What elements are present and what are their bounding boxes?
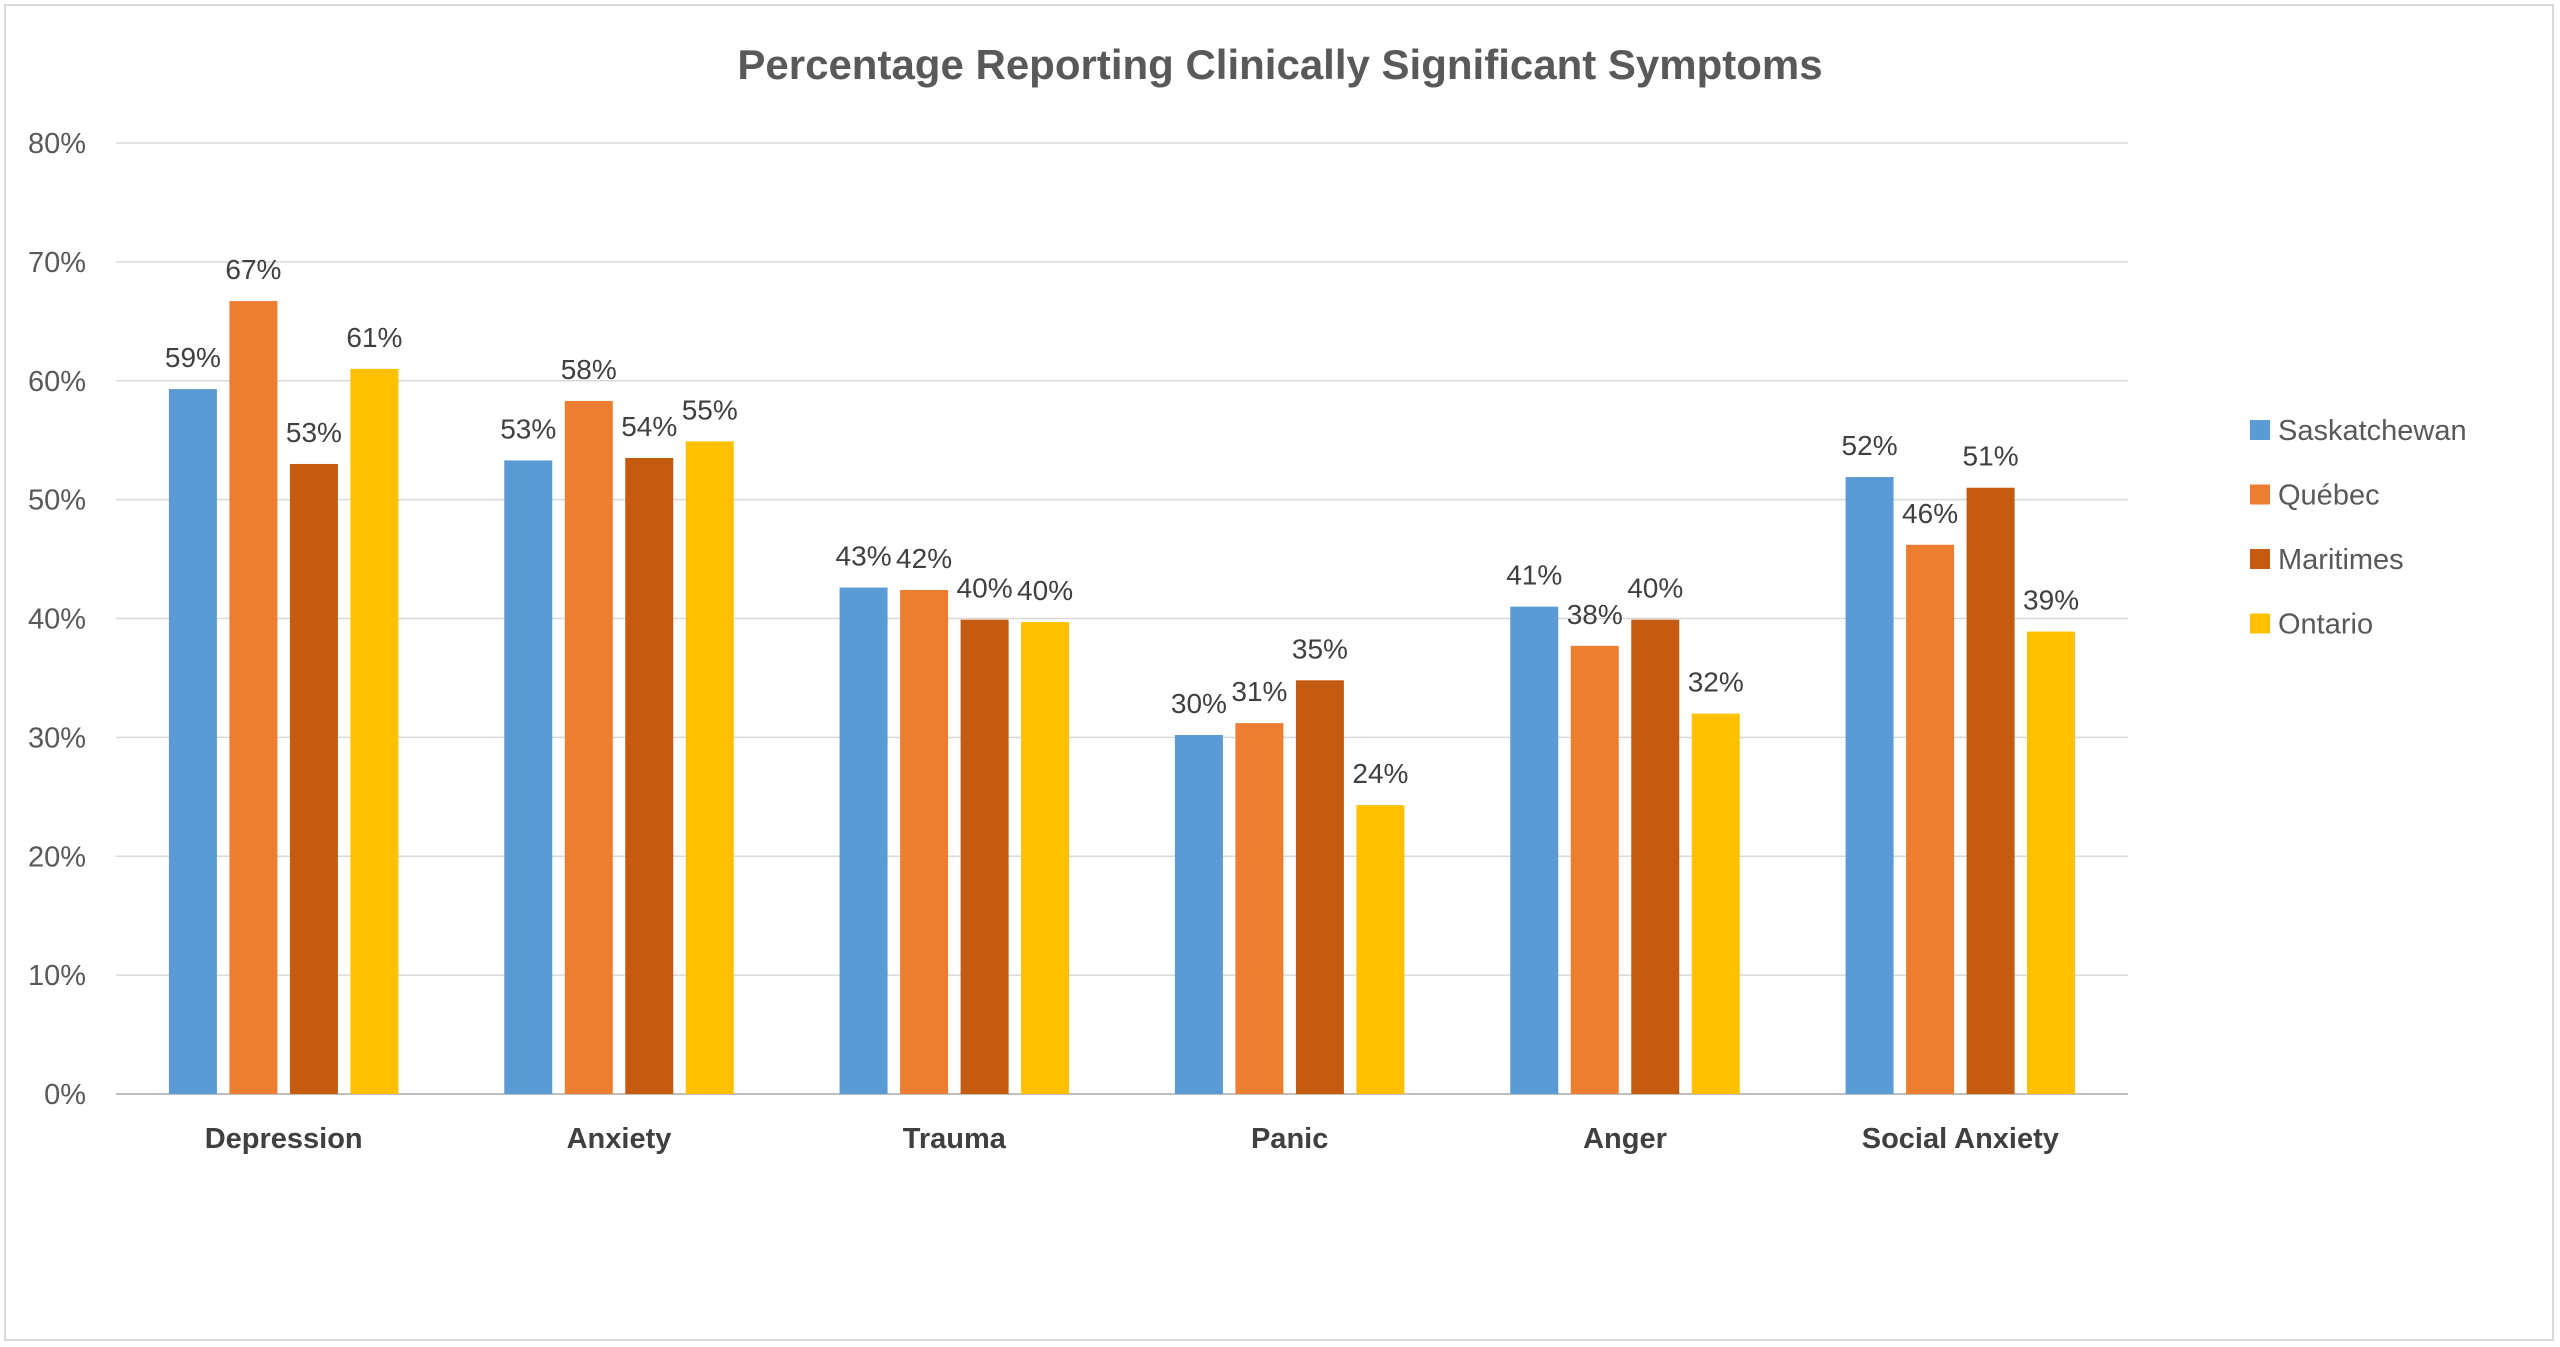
bar-qu-bec bbox=[1570, 645, 1619, 1094]
y-tick-label: 40% bbox=[28, 604, 86, 636]
bars bbox=[168, 301, 2076, 1095]
data-label: 24% bbox=[1352, 758, 1408, 789]
legend-label: Saskatchewan bbox=[2278, 415, 2467, 447]
legend-swatch bbox=[2250, 549, 2270, 569]
bar-maritimes bbox=[1295, 680, 1344, 1094]
y-tick-label: 70% bbox=[28, 247, 86, 279]
bar-ontario bbox=[350, 368, 399, 1094]
y-axis-tick-labels: 0% 10% 20% 30% 40% 50% 60% 70% 80% bbox=[28, 128, 86, 1111]
legend-label: Québec bbox=[2278, 480, 2380, 512]
data-label: 32% bbox=[1688, 667, 1744, 698]
bar-ontario bbox=[2027, 631, 2076, 1094]
bar-saskatchewan bbox=[1174, 734, 1223, 1094]
x-category-label: Depression bbox=[205, 1123, 363, 1155]
data-label: 58% bbox=[561, 354, 617, 385]
x-category-label: Anxiety bbox=[567, 1123, 672, 1155]
bar-qu-bec bbox=[229, 301, 278, 1094]
bar-qu-bec bbox=[1906, 544, 1955, 1094]
data-label: 46% bbox=[1902, 498, 1958, 529]
bar-maritimes bbox=[1966, 487, 2015, 1094]
x-category-label: Anger bbox=[1583, 1123, 1667, 1155]
data-label: 53% bbox=[500, 413, 556, 444]
x-category-label: Panic bbox=[1251, 1123, 1328, 1155]
bar-saskatchewan bbox=[1510, 606, 1559, 1094]
data-label: 38% bbox=[1567, 599, 1623, 630]
legend-swatch bbox=[2250, 420, 2270, 440]
bar-maritimes bbox=[289, 463, 338, 1094]
data-label: 30% bbox=[1171, 688, 1227, 719]
chart-frame bbox=[4, 4, 2554, 1341]
data-label: 55% bbox=[682, 394, 738, 425]
data-label: 52% bbox=[1842, 430, 1898, 461]
x-category-label: Trauma bbox=[903, 1123, 1007, 1155]
data-label: 40% bbox=[957, 573, 1013, 604]
bar-qu-bec bbox=[564, 400, 613, 1094]
legend-label: Ontario bbox=[2278, 609, 2373, 641]
y-tick-label: 0% bbox=[44, 1079, 86, 1111]
y-tick-label: 30% bbox=[28, 722, 86, 754]
data-label: 67% bbox=[225, 254, 281, 285]
bar-maritimes bbox=[1631, 619, 1680, 1094]
legend-swatch bbox=[2250, 484, 2270, 505]
y-tick-label: 80% bbox=[28, 128, 86, 160]
legend-label: Maritimes bbox=[2278, 544, 2404, 576]
bar-saskatchewan bbox=[839, 587, 888, 1094]
data-label: 51% bbox=[1963, 441, 2019, 472]
bar-ontario bbox=[1691, 713, 1740, 1094]
gridlines bbox=[116, 142, 2128, 1095]
bar-saskatchewan bbox=[1845, 477, 1894, 1094]
legend-swatch bbox=[2250, 613, 2270, 634]
y-tick-label: 60% bbox=[28, 366, 86, 398]
data-label: 39% bbox=[2023, 585, 2079, 616]
y-tick-label: 20% bbox=[28, 841, 86, 873]
bar-ontario bbox=[1356, 805, 1405, 1094]
data-label: 35% bbox=[1292, 633, 1348, 664]
data-label: 54% bbox=[621, 411, 677, 442]
y-tick-label: 10% bbox=[28, 960, 86, 992]
data-label: 59% bbox=[165, 342, 221, 373]
bar-maritimes bbox=[625, 458, 674, 1094]
data-label: 31% bbox=[1231, 676, 1287, 707]
data-label: 61% bbox=[346, 322, 402, 353]
bar-saskatchewan bbox=[168, 389, 217, 1094]
chart-title: Percentage Reporting Clinically Signific… bbox=[737, 41, 1822, 88]
data-label: 41% bbox=[1506, 560, 1562, 591]
data-label: 42% bbox=[896, 543, 952, 574]
bar-ontario bbox=[1021, 622, 1070, 1094]
data-label: 43% bbox=[836, 541, 892, 572]
bar-qu-bec bbox=[900, 589, 949, 1094]
bar-ontario bbox=[685, 441, 734, 1095]
data-labels: 59%67%53%61%53%58%54%55%43% 42%40% 40%30% 3… bbox=[165, 254, 2079, 789]
legend: Saskatchewan Québec Maritimes Ontario bbox=[2250, 415, 2467, 641]
y-tick-label: 50% bbox=[28, 485, 86, 517]
bar-saskatchewan bbox=[504, 460, 553, 1094]
x-axis-category-labels: Depression Anxiety Trauma Panic Anger Social … bbox=[205, 1123, 2059, 1155]
bar-qu-bec bbox=[1235, 723, 1284, 1094]
data-label: 40% bbox=[1017, 575, 1073, 606]
data-label: 40% bbox=[1627, 573, 1683, 604]
data-label: 53% bbox=[286, 417, 342, 448]
x-category-label: Social Anxiety bbox=[1862, 1123, 2059, 1155]
bar-maritimes bbox=[960, 619, 1009, 1094]
